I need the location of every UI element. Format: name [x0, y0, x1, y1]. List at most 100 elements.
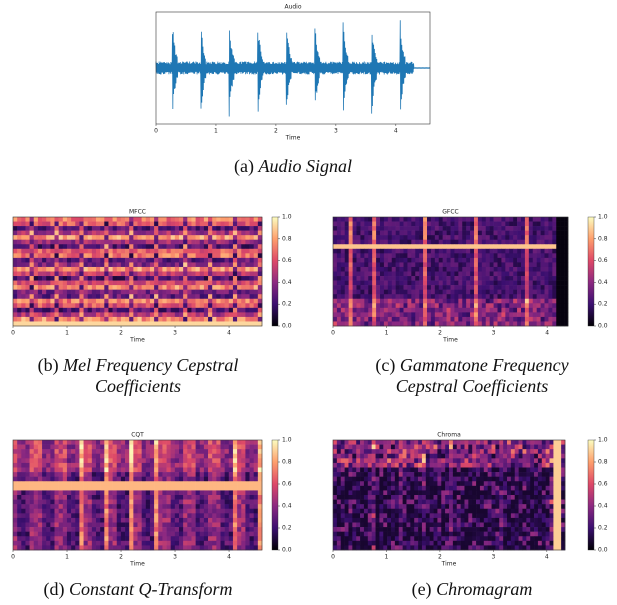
heatmap-cell — [513, 312, 518, 318]
heatmap-cell — [179, 262, 184, 268]
heatmap-cell — [526, 440, 531, 445]
heatmap-cell — [237, 508, 242, 514]
heatmap-cell — [419, 253, 424, 259]
heatmap-cell — [83, 280, 88, 286]
heatmap-cell — [58, 440, 64, 445]
heatmap-cell — [187, 462, 192, 468]
heatmap-cell — [348, 217, 353, 222]
heatmap-cell — [166, 472, 171, 477]
heatmap-cell — [21, 458, 26, 464]
heatmap-cell — [46, 462, 51, 468]
heatmap-cell — [199, 298, 205, 304]
heatmap-cell — [17, 276, 22, 281]
heatmap-cell — [116, 517, 122, 523]
heatmap-cell — [199, 285, 205, 290]
heatmap-cell — [224, 481, 230, 487]
heatmap-cell — [257, 481, 263, 487]
heatmap-cell — [528, 217, 534, 222]
heatmap-cell — [174, 285, 180, 290]
heatmap-cell — [552, 294, 557, 300]
heatmap-cell — [13, 266, 18, 272]
heatmap-cell — [241, 221, 246, 227]
heatmap-cell — [564, 321, 569, 327]
heatmap-cell — [237, 307, 242, 313]
heatmap-cell — [507, 453, 512, 459]
heatmap-cell — [29, 536, 35, 542]
heatmap-cell — [544, 221, 549, 227]
heatmap-cell — [557, 458, 562, 464]
heatmap-cell — [37, 440, 43, 445]
heatmap-cell — [411, 307, 416, 313]
heatmap-cell — [419, 257, 424, 263]
heatmap-cell — [468, 467, 473, 473]
heatmap-cell — [54, 262, 59, 268]
heatmap-cell — [145, 230, 151, 236]
heatmap-cell — [104, 226, 109, 231]
heatmap-cell — [199, 462, 205, 468]
heatmap-cell — [253, 536, 259, 542]
heatmap-cell — [21, 226, 26, 231]
heatmap-cell — [21, 472, 26, 477]
heatmap-cell — [112, 527, 118, 532]
colorbar-tick-label: 0.8 — [282, 459, 292, 466]
heatmap-cell — [174, 467, 180, 473]
heatmap-cell — [395, 271, 400, 277]
heatmap-cell — [532, 244, 537, 250]
heatmap-cell — [495, 462, 500, 468]
heatmap-cell — [360, 444, 365, 450]
heatmap-cell — [145, 472, 151, 477]
heatmap-cell — [116, 248, 122, 254]
heatmap-cell — [187, 235, 192, 241]
heatmap-cell — [470, 217, 475, 222]
heatmap-cell — [438, 217, 443, 222]
heatmap-cell — [216, 221, 221, 227]
heatmap-cell — [340, 239, 346, 245]
heatmap-cell — [203, 271, 209, 277]
heatmap-cell — [120, 527, 126, 532]
heatmap-cell — [419, 294, 424, 300]
heatmap-cell — [541, 462, 546, 468]
heatmap-cell — [534, 453, 539, 459]
heatmap-cell — [376, 312, 381, 318]
heatmap-cell — [191, 312, 196, 318]
heatmap-cell — [100, 517, 105, 523]
heatmap-cell — [66, 485, 72, 491]
heatmap-cell — [104, 499, 109, 505]
heatmap-cell — [158, 517, 163, 523]
heatmap-cell — [46, 294, 51, 300]
heatmap-cell — [141, 495, 147, 500]
heatmap-cell — [162, 303, 167, 309]
heatmap-cell — [137, 221, 142, 227]
heatmap-cell — [360, 453, 365, 459]
heatmap-cell — [166, 303, 171, 309]
heatmap-cell — [162, 540, 167, 546]
heatmap-cell — [348, 244, 353, 250]
heatmap-cell — [46, 226, 51, 231]
heatmap-cell — [104, 248, 109, 254]
heatmap-cell — [87, 280, 93, 286]
heatmap-cell — [364, 221, 369, 227]
heatmap-cell — [472, 458, 477, 464]
heatmap-cell — [100, 449, 105, 455]
heatmap-cell — [50, 262, 55, 268]
heatmap-cell — [360, 303, 365, 309]
heatmap-cell — [509, 253, 514, 259]
heatmap-cell — [489, 289, 494, 295]
heatmap-cell — [108, 257, 113, 263]
heatmap-cell — [410, 440, 415, 445]
heatmap-cell — [367, 476, 372, 482]
heatmap-cell — [183, 472, 188, 477]
heatmap-cell — [66, 527, 72, 532]
heatmap-cell — [187, 472, 192, 477]
heatmap-cell — [79, 303, 84, 309]
heatmap-cell — [87, 467, 93, 473]
heatmap-cell — [50, 276, 55, 281]
heatmap-cell — [411, 316, 416, 322]
heatmap-cell — [249, 444, 254, 450]
heatmap-cell — [62, 230, 68, 236]
heatmap-cell — [352, 462, 357, 468]
heatmap-cell — [485, 230, 490, 236]
heatmap-cell — [536, 226, 541, 231]
heatmap-cell — [21, 536, 26, 542]
heatmap-cell — [145, 517, 151, 523]
